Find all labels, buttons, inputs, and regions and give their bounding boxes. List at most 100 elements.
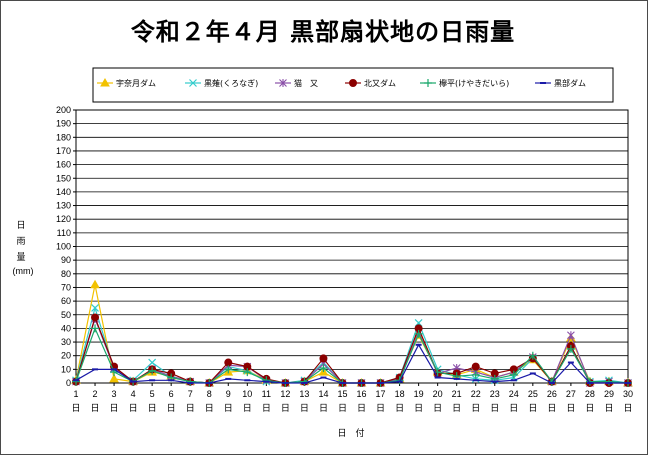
- x-tick-label: 12: [280, 389, 290, 399]
- y-axis-title-char: 日: [16, 220, 25, 231]
- x-tick-label: 10: [242, 389, 252, 399]
- y-tick-label: 30: [61, 337, 71, 347]
- x-tick-label: 15: [337, 389, 347, 399]
- data-point-s2: [148, 358, 157, 367]
- x-tick-day-label: 日: [528, 403, 537, 414]
- x-tick-label: 18: [395, 389, 405, 399]
- data-point-s5: [224, 365, 233, 374]
- x-tick-day-label: 日: [243, 403, 252, 414]
- x-tick-label: 24: [509, 389, 519, 399]
- y-tick-label: 100: [56, 242, 71, 252]
- y-tick-label: 110: [57, 228, 71, 238]
- x-tick-label: 9: [226, 389, 231, 399]
- y-tick-label: 170: [56, 146, 71, 156]
- data-point-s1: [109, 373, 119, 383]
- x-tick-label: 2: [93, 389, 98, 399]
- data-point-s5: [243, 368, 252, 377]
- x-tick-label: 6: [169, 389, 174, 399]
- x-tick-label: 20: [433, 389, 443, 399]
- legend-swatch-marker: [424, 79, 432, 87]
- x-tick-label: 25: [528, 389, 538, 399]
- x-tick-label: 23: [490, 389, 500, 399]
- data-point-s5: [566, 344, 575, 353]
- data-point-s3: [567, 331, 575, 340]
- legend-swatch-marker: [189, 79, 197, 87]
- x-axis-title: 日 付: [337, 428, 364, 439]
- x-tick-day-label: 日: [604, 403, 613, 414]
- data-point-s5: [509, 370, 518, 379]
- data-point-s5: [528, 351, 537, 360]
- series-line-6: [75, 343, 628, 384]
- x-tick-label: 22: [471, 389, 481, 399]
- y-tick-label: 130: [56, 201, 71, 211]
- x-tick-label: 30: [623, 389, 633, 399]
- data-point-s5: [91, 324, 100, 333]
- x-tick-day-label: 日: [110, 403, 119, 414]
- legend-swatch-marker: [279, 79, 287, 87]
- x-tick-day-label: 日: [376, 403, 385, 414]
- data-point-s4: [91, 313, 100, 322]
- data-point-s2: [91, 304, 99, 312]
- x-tick-label: 21: [452, 389, 462, 399]
- legend-label-4: 北又ダム: [364, 78, 396, 88]
- x-tick-day-label: 日: [71, 403, 80, 414]
- x-tick-label: 13: [299, 389, 309, 399]
- x-tick-day-label: 日: [395, 403, 404, 414]
- data-point-s1: [90, 279, 100, 289]
- x-tick-day-label: 日: [585, 403, 594, 414]
- y-tick-label: 60: [61, 296, 71, 306]
- y-tick-label: 120: [56, 214, 71, 224]
- y-tick-label: 190: [56, 119, 71, 129]
- y-tick-label: 50: [61, 310, 71, 320]
- y-tick-label: 150: [56, 173, 71, 183]
- data-point-s4: [319, 354, 328, 363]
- x-tick-day-label: 日: [490, 403, 499, 414]
- x-tick-label: 17: [376, 389, 386, 399]
- x-tick-day-label: 日: [300, 403, 309, 414]
- data-point-s5: [414, 329, 423, 338]
- y-axis-title-char: 雨: [16, 236, 25, 247]
- x-tick-label: 16: [357, 389, 367, 399]
- x-tick-label: 5: [150, 389, 155, 399]
- legend-label-2: 黒薙(くろなぎ): [204, 78, 258, 88]
- x-tick-label: 7: [188, 389, 193, 399]
- x-tick-day-label: 日: [433, 403, 442, 414]
- y-tick-label: 20: [61, 351, 71, 361]
- x-tick-label: 4: [131, 389, 136, 399]
- x-tick-label: 14: [318, 389, 328, 399]
- legend-label-5: 欅平(けやきだいら): [439, 79, 509, 88]
- data-point-s5: [395, 376, 404, 385]
- data-point-s5: [585, 377, 594, 386]
- y-tick-label: 180: [56, 132, 71, 142]
- x-tick-day-label: 日: [148, 403, 157, 414]
- x-tick-day-label: 日: [623, 403, 632, 414]
- data-point-s4: [471, 362, 480, 371]
- y-tick-label: 90: [61, 255, 71, 265]
- x-tick-label: 29: [604, 389, 614, 399]
- x-tick-day-label: 日: [509, 403, 518, 414]
- y-tick-label: 140: [56, 187, 71, 197]
- x-tick-day-label: 日: [338, 403, 347, 414]
- legend-label-1: 宇奈月ダム: [116, 78, 156, 88]
- legend-label-6: 黒部ダム: [554, 78, 586, 88]
- x-tick-day-label: 日: [319, 403, 328, 414]
- x-tick-day-label: 日: [471, 403, 480, 414]
- y-tick-label: 10: [61, 364, 71, 374]
- x-tick-label: 1: [73, 389, 78, 399]
- data-point-s5: [148, 366, 157, 375]
- data-point-s5: [471, 370, 480, 379]
- legend-swatch-marker: [349, 79, 357, 87]
- y-tick-label: 40: [61, 323, 71, 333]
- data-point-s5: [72, 377, 80, 386]
- x-tick-label: 27: [566, 389, 576, 399]
- x-tick-label: 11: [262, 389, 271, 399]
- legend-swatch-marker: [100, 77, 110, 87]
- x-tick-label: 8: [207, 389, 212, 399]
- data-point-s5: [319, 363, 328, 372]
- y-axis-title-char: 量: [16, 252, 25, 263]
- data-point-s4: [224, 358, 233, 367]
- x-tick-day-label: 日: [414, 403, 423, 414]
- x-tick-label: 28: [585, 389, 595, 399]
- x-tick-day-label: 日: [186, 403, 195, 414]
